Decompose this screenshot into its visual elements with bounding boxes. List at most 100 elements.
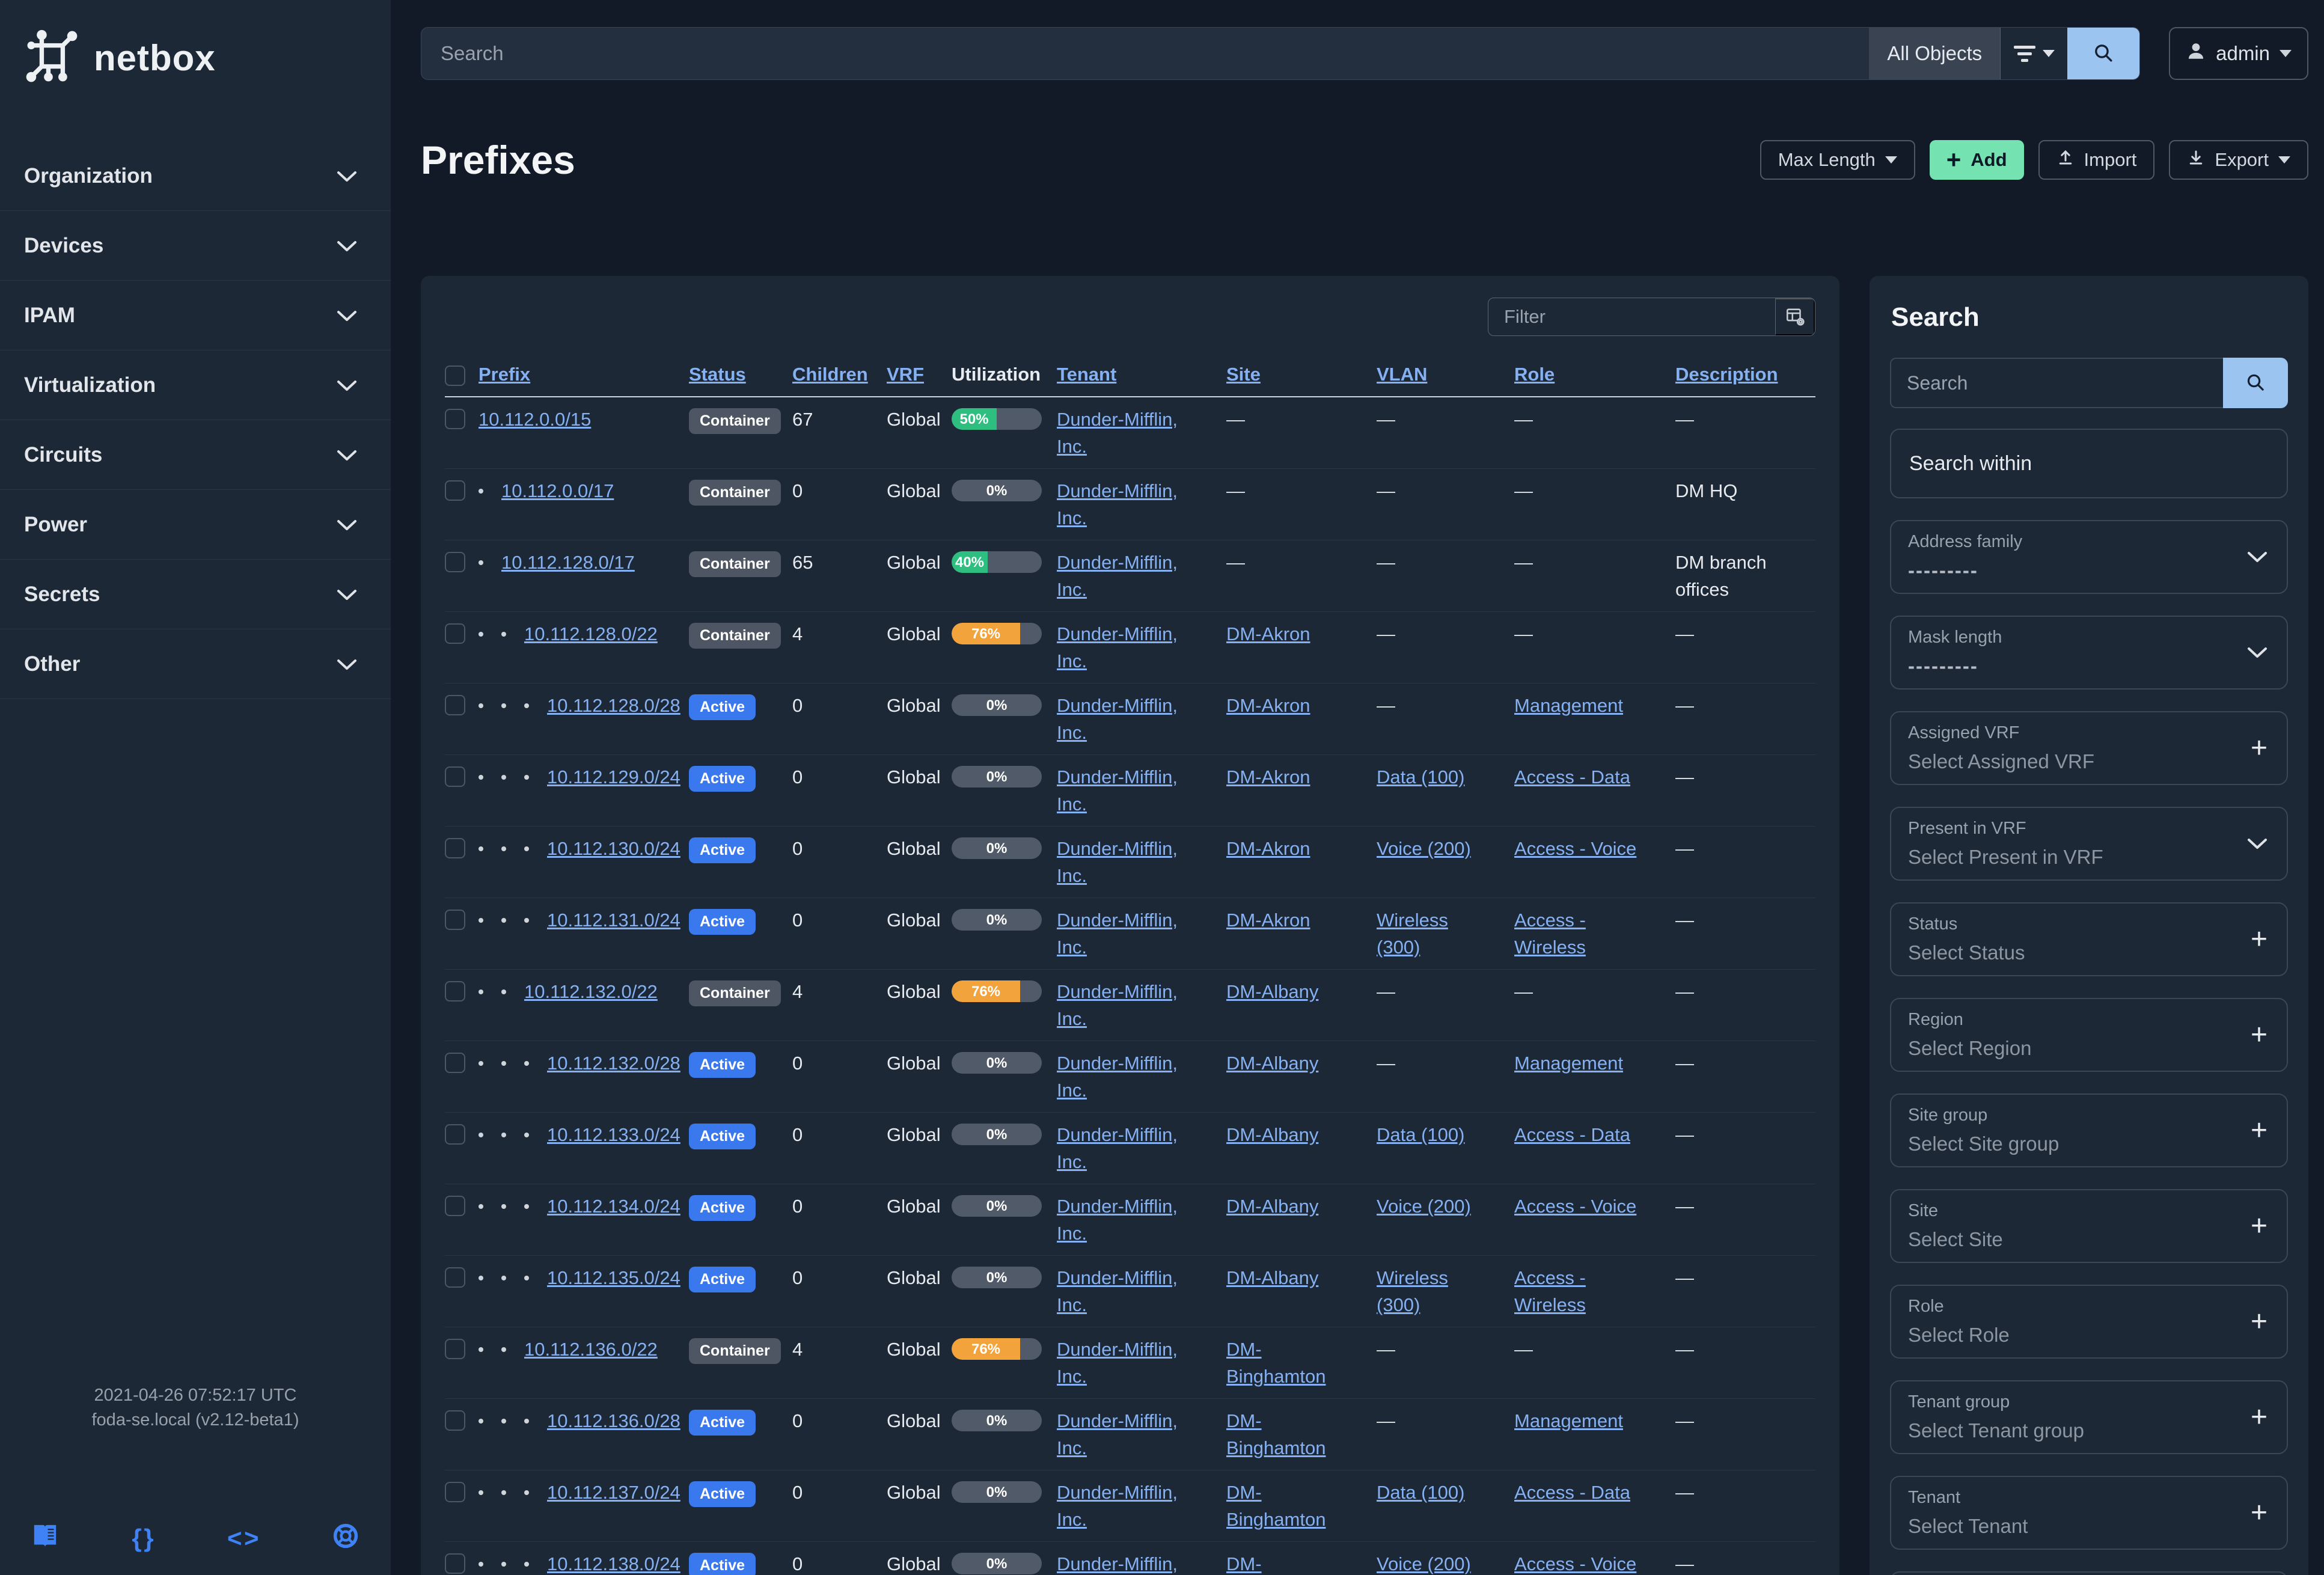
vlan-link[interactable]: Wireless (300) — [1377, 910, 1448, 958]
row-checkbox[interactable] — [445, 552, 465, 572]
filter-field-assigned-vrf[interactable]: Assigned VRF Select Assigned VRF + — [1890, 711, 2288, 785]
vlan-link[interactable]: Voice (200) — [1377, 1553, 1471, 1574]
prefix-link[interactable]: 10.112.136.0/22 — [524, 1339, 658, 1360]
role-link[interactable]: Access - Voice — [1514, 1553, 1637, 1574]
site-link[interactable]: DM-Albany — [1226, 1053, 1319, 1074]
sidebar-item-other[interactable]: Other — [0, 629, 391, 699]
user-menu-button[interactable]: admin — [2169, 27, 2308, 80]
prefix-link[interactable]: 10.112.132.0/28 — [547, 1053, 680, 1074]
site-link[interactable]: DM-Albany — [1226, 1196, 1319, 1217]
brand[interactable]: netbox — [0, 0, 391, 105]
sidebar-item-power[interactable]: Power — [0, 490, 391, 560]
site-link[interactable]: DM-Binghamton — [1226, 1339, 1326, 1387]
tenant-link[interactable]: Dunder-Mifflin, Inc. — [1057, 838, 1178, 886]
sidebar-item-devices[interactable]: Devices — [0, 211, 391, 281]
row-checkbox[interactable] — [445, 1553, 465, 1574]
column-header-status[interactable]: Status — [689, 364, 746, 385]
site-link[interactable]: DM-Binghamton — [1226, 1410, 1326, 1458]
column-header-children[interactable]: Children — [792, 364, 868, 385]
row-checkbox[interactable] — [445, 1196, 465, 1216]
role-link[interactable]: Management — [1514, 695, 1623, 716]
prefix-link[interactable]: 10.112.128.0/28 — [547, 695, 680, 716]
site-link[interactable]: DM-Binghamton — [1226, 1553, 1262, 1574]
row-checkbox[interactable] — [445, 1410, 465, 1431]
site-link[interactable]: DM-Akron — [1226, 695, 1310, 716]
prefix-link[interactable]: 10.112.134.0/24 — [547, 1196, 680, 1217]
prefix-link[interactable]: 10.112.132.0/22 — [524, 981, 658, 1002]
prefix-link[interactable]: 10.112.0.0/17 — [501, 480, 614, 501]
row-checkbox[interactable] — [445, 910, 465, 930]
table-filter-input[interactable] — [1488, 298, 1775, 335]
tenant-link[interactable]: Dunder-Mifflin, Inc. — [1057, 623, 1178, 671]
filter-field-region[interactable]: Region Select Region + — [1890, 998, 2288, 1072]
site-link[interactable]: DM-Akron — [1226, 623, 1310, 644]
tenant-link[interactable]: Dunder-Mifflin, Inc. — [1057, 1553, 1178, 1574]
prefix-link[interactable]: 10.112.131.0/24 — [547, 910, 680, 931]
row-checkbox[interactable] — [445, 695, 465, 715]
prefix-link[interactable]: 10.112.138.0/24 — [547, 1553, 680, 1574]
role-link[interactable]: Access - Data — [1514, 1124, 1630, 1145]
table-config-button[interactable] — [1775, 298, 1815, 335]
select-all-checkbox[interactable] — [445, 365, 465, 386]
row-checkbox[interactable] — [445, 838, 465, 858]
tenant-link[interactable]: Dunder-Mifflin, Inc. — [1057, 981, 1178, 1029]
prefix-link[interactable]: 10.112.130.0/24 — [547, 838, 680, 859]
role-link[interactable]: Management — [1514, 1053, 1623, 1074]
panel-search-input[interactable] — [1890, 358, 2223, 408]
column-header-tenant[interactable]: Tenant — [1057, 364, 1117, 385]
add-button[interactable]: + Add — [1929, 140, 2024, 180]
vlan-link[interactable]: Voice (200) — [1377, 1196, 1471, 1217]
filter-field-site[interactable]: Site Select Site + — [1890, 1189, 2288, 1263]
prefix-link[interactable]: 10.112.128.0/22 — [524, 623, 658, 644]
row-checkbox[interactable] — [445, 1339, 465, 1359]
column-header-description[interactable]: Description — [1675, 364, 1778, 385]
role-link[interactable]: Access - Wireless — [1514, 1267, 1586, 1315]
row-checkbox[interactable] — [445, 1053, 465, 1073]
vlan-link[interactable]: Wireless (300) — [1377, 1267, 1448, 1315]
max-length-dropdown-button[interactable]: Max Length — [1760, 140, 1915, 180]
tenant-link[interactable]: Dunder-Mifflin, Inc. — [1057, 1267, 1178, 1315]
prefix-link[interactable]: 10.112.137.0/24 — [547, 1482, 680, 1503]
filter-field-tenant-group[interactable]: Tenant group Select Tenant group + — [1890, 1380, 2288, 1454]
tenant-link[interactable]: Dunder-Mifflin, Inc. — [1057, 766, 1178, 815]
tenant-link[interactable]: Dunder-Mifflin, Inc. — [1057, 480, 1178, 528]
row-checkbox[interactable] — [445, 1124, 465, 1145]
row-checkbox[interactable] — [445, 1267, 465, 1288]
tenant-link[interactable]: Dunder-Mifflin, Inc. — [1057, 1339, 1178, 1387]
role-link[interactable]: Access - Data — [1514, 1482, 1630, 1503]
search-within-select[interactable]: Search within — [1890, 429, 2288, 498]
prefix-link[interactable]: 10.112.0.0/15 — [479, 409, 592, 430]
vlan-link[interactable]: Data (100) — [1377, 766, 1465, 788]
sidebar-item-organization[interactable]: Organization — [0, 141, 391, 211]
column-header-vlan[interactable]: VLAN — [1377, 364, 1428, 385]
vlan-link[interactable]: Data (100) — [1377, 1482, 1465, 1503]
prefix-link[interactable]: 10.112.135.0/24 — [547, 1267, 680, 1288]
prefix-link[interactable]: 10.112.128.0/17 — [501, 552, 635, 573]
search-filter-dropdown-button[interactable] — [2000, 28, 2068, 79]
filter-field-mask-length[interactable]: Mask length --------- — [1890, 616, 2288, 690]
site-link[interactable]: DM-Albany — [1226, 981, 1319, 1002]
row-checkbox[interactable] — [445, 409, 465, 429]
tenant-link[interactable]: Dunder-Mifflin, Inc. — [1057, 1196, 1178, 1244]
tenant-link[interactable]: Dunder-Mifflin, Inc. — [1057, 1053, 1178, 1101]
global-search-input[interactable] — [421, 28, 1870, 79]
row-checkbox[interactable] — [445, 1482, 465, 1502]
tenant-link[interactable]: Dunder-Mifflin, Inc. — [1057, 552, 1178, 600]
filter-field-role[interactable]: Role Select Role + — [1890, 1285, 2288, 1359]
global-search-button[interactable] — [2067, 28, 2140, 79]
site-link[interactable]: DM-Akron — [1226, 766, 1310, 788]
column-header-role[interactable]: Role — [1514, 364, 1555, 385]
code-icon[interactable]: < > — [227, 1523, 259, 1552]
prefix-link[interactable]: 10.112.136.0/28 — [547, 1410, 680, 1431]
filter-field-tenant[interactable]: Tenant Select Tenant + — [1890, 1476, 2288, 1550]
role-link[interactable]: Access - Voice — [1514, 838, 1637, 859]
role-link[interactable]: Access - Wireless — [1514, 910, 1586, 958]
column-header-vrf[interactable]: VRF — [887, 364, 924, 385]
sidebar-item-ipam[interactable]: IPAM — [0, 281, 391, 350]
row-checkbox[interactable] — [445, 981, 465, 1002]
vlan-link[interactable]: Voice (200) — [1377, 838, 1471, 859]
api-braces-icon[interactable]: { } — [132, 1523, 154, 1552]
search-scope-selector[interactable]: All Objects — [1869, 28, 2001, 79]
tenant-link[interactable]: Dunder-Mifflin, Inc. — [1057, 1482, 1178, 1530]
site-link[interactable]: DM-Albany — [1226, 1267, 1319, 1288]
